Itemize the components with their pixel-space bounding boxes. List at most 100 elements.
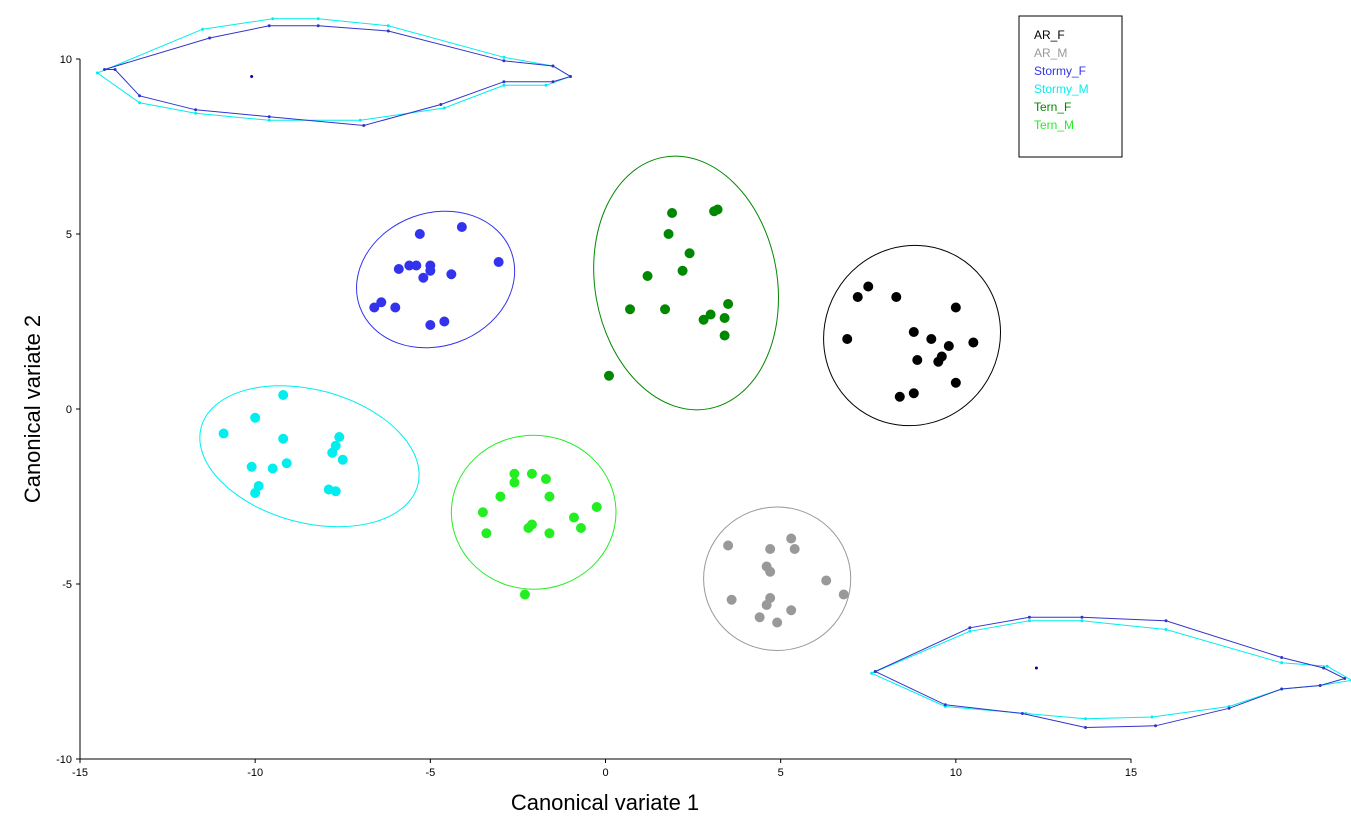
data-point bbox=[968, 337, 979, 348]
data-point bbox=[891, 292, 902, 302]
x-tick-label: -10 bbox=[247, 767, 263, 779]
polygon-vertex bbox=[502, 83, 506, 87]
data-point bbox=[950, 377, 961, 388]
polygon-vertex bbox=[968, 629, 972, 633]
polygon-vertex bbox=[386, 24, 390, 28]
data-point bbox=[719, 313, 730, 323]
data-point bbox=[523, 523, 534, 533]
data-point bbox=[544, 491, 555, 502]
data-point bbox=[591, 502, 602, 512]
ellipse-stormy-m bbox=[199, 385, 420, 528]
data-point bbox=[719, 330, 730, 341]
data-point bbox=[663, 229, 674, 239]
data-point bbox=[330, 486, 341, 497]
y-ticks: -10 -5 0 5 10 bbox=[56, 54, 80, 766]
polygon-vertex bbox=[1227, 706, 1231, 710]
polygon-vertex bbox=[316, 24, 320, 28]
y-tick-label: -10 bbox=[56, 754, 72, 766]
data-point bbox=[509, 468, 520, 479]
polygon-vertex bbox=[113, 68, 117, 71]
data-point bbox=[705, 309, 716, 320]
data-point bbox=[390, 302, 401, 313]
ellipse-ar-f bbox=[823, 244, 1001, 427]
polygon-vertex bbox=[439, 103, 443, 106]
data-point bbox=[446, 269, 457, 280]
data-point bbox=[863, 281, 874, 292]
data-point bbox=[411, 260, 422, 271]
series-tern-f bbox=[604, 204, 734, 381]
data-point bbox=[789, 544, 800, 554]
polygon-vertex bbox=[1020, 712, 1024, 715]
polygon-vertex bbox=[1343, 677, 1347, 680]
polygon-vertex bbox=[201, 27, 205, 31]
data-point bbox=[926, 334, 937, 344]
data-point bbox=[761, 600, 772, 610]
x-tick-label: 0 bbox=[602, 767, 608, 779]
data-point bbox=[943, 341, 954, 351]
x-tick-label: -15 bbox=[72, 767, 88, 779]
data-point bbox=[418, 272, 429, 283]
polygon-overlays bbox=[96, 17, 1351, 729]
polygon-vertex bbox=[502, 80, 506, 84]
polygon-vertex bbox=[502, 59, 506, 63]
data-point bbox=[334, 432, 345, 442]
data-point bbox=[765, 566, 776, 577]
y-tick-label: 0 bbox=[66, 404, 72, 416]
polygon-vertex bbox=[442, 106, 446, 110]
legend-entry: Tern_M bbox=[1034, 118, 1074, 132]
data-point bbox=[894, 391, 905, 402]
polygon-center bbox=[1034, 666, 1038, 670]
y-tick-label: -5 bbox=[62, 579, 72, 591]
data-point bbox=[912, 355, 923, 365]
polygon-vertex bbox=[1280, 661, 1284, 665]
data-point bbox=[625, 304, 636, 315]
data-point bbox=[281, 458, 292, 469]
polygon-vertex bbox=[1325, 664, 1329, 668]
data-point bbox=[526, 468, 537, 479]
legend-entry: AR_F bbox=[1034, 28, 1065, 42]
polygon-vertex bbox=[1280, 687, 1284, 691]
polygon-vertex bbox=[138, 94, 142, 98]
data-point bbox=[852, 292, 863, 302]
data-point bbox=[908, 327, 919, 337]
polygon-vertex bbox=[1080, 619, 1084, 623]
legend-entry: Stormy_M bbox=[1034, 82, 1089, 96]
data-point bbox=[908, 388, 919, 399]
data-point bbox=[493, 257, 504, 267]
series-ar-m bbox=[723, 533, 849, 628]
polygon-vertex bbox=[551, 64, 555, 68]
x-ticks: -15 -10 -5 0 5 10 15 bbox=[72, 759, 1137, 779]
legend: AR_F AR_M Stormy_F Stormy_M Tern_F Tern_M bbox=[1018, 15, 1123, 158]
series-stormy-f bbox=[369, 222, 504, 330]
data-point bbox=[786, 605, 797, 616]
data-point bbox=[250, 412, 261, 423]
ellipse-stormy-f bbox=[356, 210, 516, 349]
data-point bbox=[838, 589, 849, 600]
data-point bbox=[327, 447, 338, 458]
data-point bbox=[278, 433, 289, 444]
data-point bbox=[842, 334, 853, 344]
data-point bbox=[754, 612, 765, 623]
data-point bbox=[250, 488, 261, 498]
polygon-lower-right-overlay bbox=[870, 615, 1351, 729]
data-point bbox=[509, 477, 520, 488]
data-point bbox=[709, 206, 720, 217]
data-point bbox=[278, 390, 289, 400]
polygon-vertex bbox=[870, 671, 874, 675]
data-point bbox=[439, 316, 450, 327]
data-point bbox=[677, 265, 688, 276]
series-ar-f bbox=[842, 281, 979, 402]
polygon-vertex bbox=[1280, 656, 1284, 659]
ellipse-tern-m bbox=[450, 434, 617, 590]
data-point bbox=[660, 304, 671, 315]
x-axis-title: Canonical variate 1 bbox=[511, 790, 699, 815]
data-point bbox=[337, 454, 348, 465]
polygon-vertex bbox=[1164, 628, 1168, 631]
data-point bbox=[821, 575, 832, 586]
polygon-vertex bbox=[103, 68, 107, 71]
polygon-vertex bbox=[138, 101, 142, 105]
polygon-vertex bbox=[267, 24, 271, 28]
polygon-vertex bbox=[1027, 615, 1031, 619]
